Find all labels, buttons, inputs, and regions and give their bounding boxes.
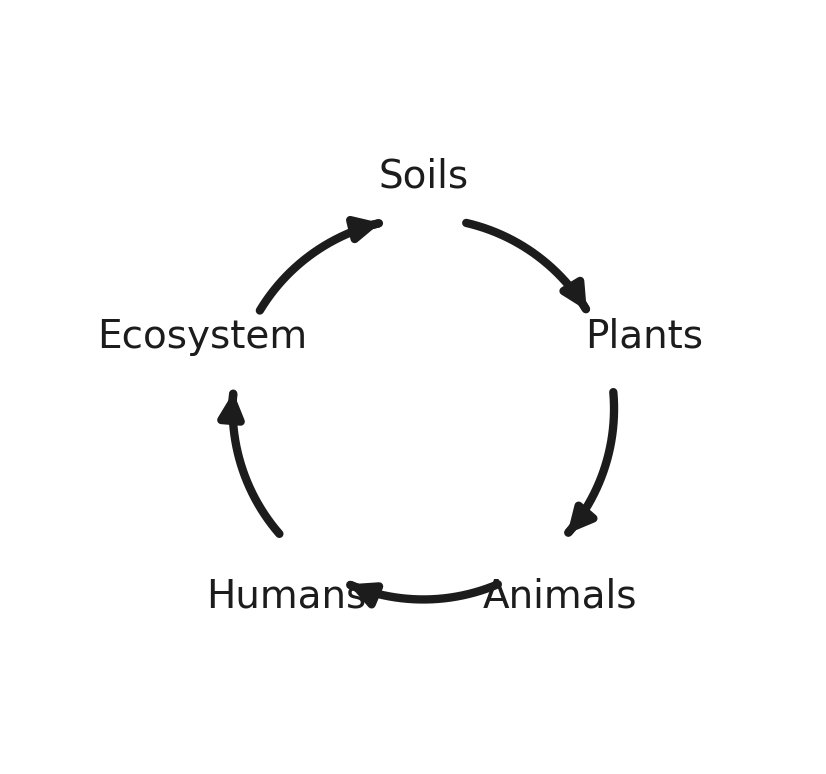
Text: Ecosystem: Ecosystem (97, 318, 307, 356)
Text: Soils: Soils (378, 157, 468, 195)
Text: Plants: Plants (586, 318, 704, 356)
Text: Humans: Humans (206, 578, 367, 616)
Text: Animals: Animals (483, 578, 638, 616)
